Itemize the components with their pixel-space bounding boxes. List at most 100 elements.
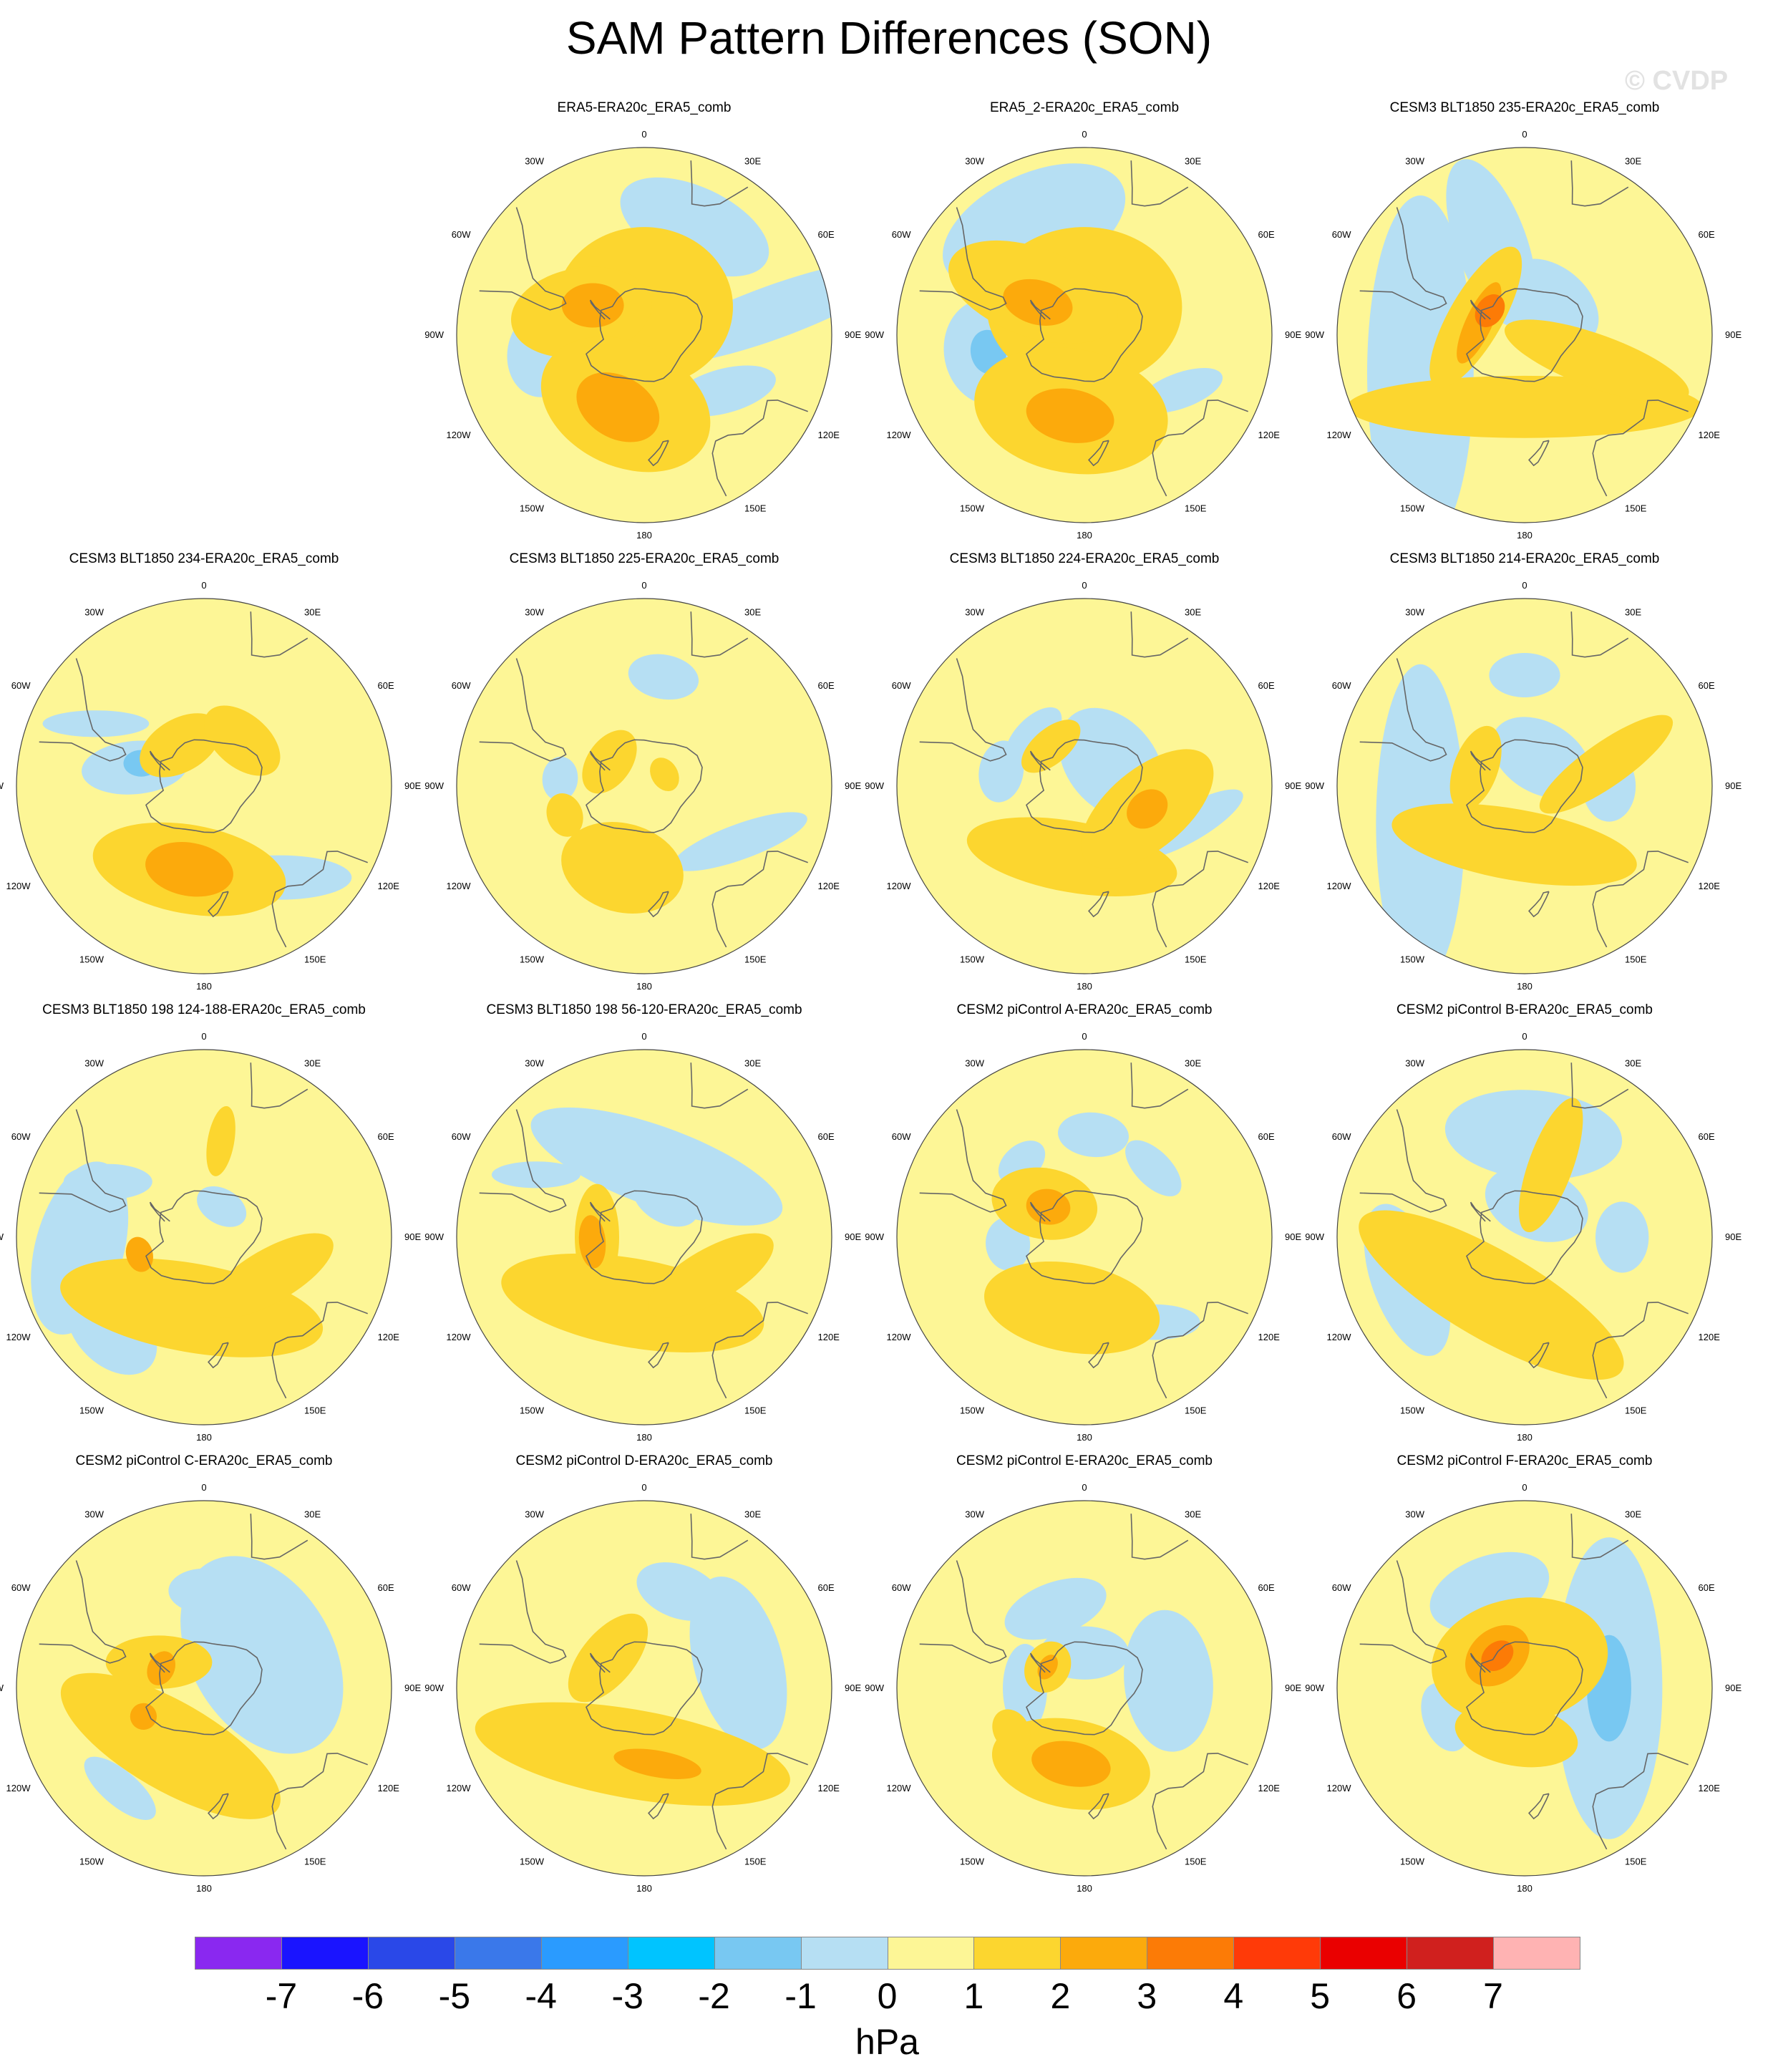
longitude-label: 90W	[0, 1683, 4, 1693]
longitude-label: 180	[636, 1883, 652, 1894]
longitude-label: 90W	[865, 780, 884, 791]
positive-anomaly	[1518, 1098, 1583, 1233]
negative-anomaly	[1124, 1609, 1213, 1752]
new-zealand-coastline	[1528, 440, 1550, 467]
antarctica-coastline	[1026, 739, 1143, 833]
background-fill	[897, 1501, 1272, 1876]
peninsula-coastline	[1029, 1201, 1051, 1222]
map-border	[16, 1500, 392, 1877]
map-border	[1336, 1500, 1713, 1877]
longitude-label: 30W	[965, 1058, 984, 1069]
longitude-label: 180	[1077, 1883, 1092, 1894]
longitude-label: 90E	[845, 780, 861, 791]
positive-anomaly	[1481, 1640, 1514, 1671]
negative-anomaly	[1125, 1140, 1182, 1196]
longitude-label: 30E	[1625, 1058, 1641, 1069]
australia-coastline	[1592, 1302, 1689, 1399]
longitude-label: 90E	[1725, 1231, 1741, 1242]
colorbar-tick-label: -5	[438, 1976, 471, 2016]
longitude-label: 150E	[1185, 503, 1207, 514]
peninsula-coastline	[589, 750, 611, 771]
positive-anomaly	[992, 1709, 1031, 1752]
colorbar-swatch	[195, 1937, 282, 1970]
map-border	[456, 147, 832, 523]
antarctica-coastline	[1466, 1641, 1583, 1735]
positive-anomaly	[1391, 803, 1637, 886]
colorbar-swatch	[627, 1937, 715, 1970]
polar-map: 0 30E 60E 90E 120E 150E 180 150W 120W 90W 60W 30W	[424, 580, 861, 992]
longitude-label: 180	[196, 981, 212, 992]
positive-anomaly	[1539, 715, 1673, 814]
peninsula-coastline	[1029, 1652, 1051, 1673]
longitude-label: 0	[1522, 580, 1527, 591]
cvdp-watermark: © CVDP	[1625, 66, 1729, 96]
longitude-label: 120W	[447, 1332, 472, 1342]
longitude-label: 60W	[11, 1131, 31, 1142]
panel-title: CESM3 BLT1850 214-ERA20c_ERA5_comb	[1389, 551, 1660, 566]
colorbar-swatch	[1493, 1937, 1580, 1970]
negative-anomaly	[530, 1107, 783, 1226]
longitude-label: 120W	[887, 881, 912, 891]
longitude-label: 90E	[404, 1683, 421, 1693]
longitude-label: 0	[201, 580, 206, 591]
colorbar-swatch	[454, 1937, 542, 1970]
colorbar-swatch	[887, 1937, 975, 1970]
africa-coastline	[690, 611, 749, 658]
africa-coastline	[1130, 1062, 1189, 1109]
longitude-label: 150E	[1185, 1856, 1207, 1867]
map-panel-p11: CESM2 piControl B-ERA20c_ERA5_comb 0 30E 60…	[1305, 1002, 1741, 1455]
longitude-label: 60W	[892, 680, 911, 691]
map-panel-p3: CESM3 BLT1850 235-ERA20c_ERA5_comb 0 30E 60…	[1305, 100, 1741, 553]
longitude-label: 150W	[520, 954, 545, 965]
antarctica-coastline	[145, 1190, 263, 1284]
positive-anomaly	[145, 842, 233, 897]
longitude-label: 0	[1082, 129, 1087, 140]
positive-anomaly	[1037, 1655, 1058, 1680]
longitude-label: 90W	[865, 1231, 884, 1242]
africa-coastline	[1570, 611, 1629, 658]
polar-map: 0 30E 60E 90E 120E 150E 180 150W 120W 90W 60W 30W	[865, 580, 1301, 992]
longitude-label: 180	[1517, 1432, 1532, 1443]
longitude-label: 150W	[1400, 1405, 1425, 1416]
longitude-label: 150E	[744, 1405, 767, 1416]
panel-title: ERA5_2-ERA20c_ERA5_comb	[989, 100, 1180, 115]
longitude-label: 30E	[304, 1058, 321, 1069]
peninsula-coastline	[1469, 750, 1491, 771]
longitude-label: 0	[1082, 580, 1087, 591]
longitude-label: 150E	[1625, 1856, 1647, 1867]
peninsula-coastline	[149, 750, 170, 771]
longitude-label: 180	[636, 981, 652, 992]
colorbar-swatch	[714, 1937, 802, 1970]
panel-title: CESM2 piControl A-ERA20c_ERA5_comb	[956, 1002, 1213, 1017]
peninsula-coastline	[1029, 299, 1051, 320]
new-zealand-coastline	[1528, 1793, 1550, 1820]
longitude-label: 150W	[520, 1856, 545, 1867]
longitude-label: 150W	[1400, 1856, 1425, 1867]
longitude-label: 30E	[744, 1509, 761, 1520]
new-zealand-coastline	[208, 1793, 229, 1820]
new-zealand-coastline	[648, 1342, 669, 1369]
polar-map: 0 30E 60E 90E 120E 150E 180 150W 120W 90W 60W 30W	[1305, 580, 1741, 992]
new-zealand-coastline	[648, 440, 669, 467]
negative-anomaly	[63, 1163, 152, 1200]
longitude-label: 120E	[818, 430, 840, 440]
longitude-label: 90W	[1305, 329, 1324, 340]
negative-anomaly	[1004, 1577, 1107, 1640]
longitude-label: 150E	[744, 1856, 767, 1867]
positive-anomaly	[1475, 294, 1505, 327]
new-zealand-coastline	[208, 891, 229, 918]
longitude-label: 120E	[1258, 1783, 1281, 1793]
longitude-label: 90E	[1285, 329, 1301, 340]
longitude-label: 150W	[520, 1405, 545, 1416]
australia-coastline	[271, 1753, 368, 1850]
longitude-label: 120W	[1327, 1332, 1352, 1342]
map-border	[1336, 1049, 1713, 1425]
longitude-label: 60W	[892, 1131, 911, 1142]
map-border	[456, 598, 832, 974]
map-border	[896, 598, 1273, 974]
positive-anomaly	[1026, 388, 1114, 443]
africa-coastline	[1570, 1062, 1629, 1109]
polar-map: 0 30E 60E 90E 120E 150E 180 150W 120W 90W 60W 30W	[0, 580, 421, 992]
longitude-label: 30E	[304, 607, 321, 618]
